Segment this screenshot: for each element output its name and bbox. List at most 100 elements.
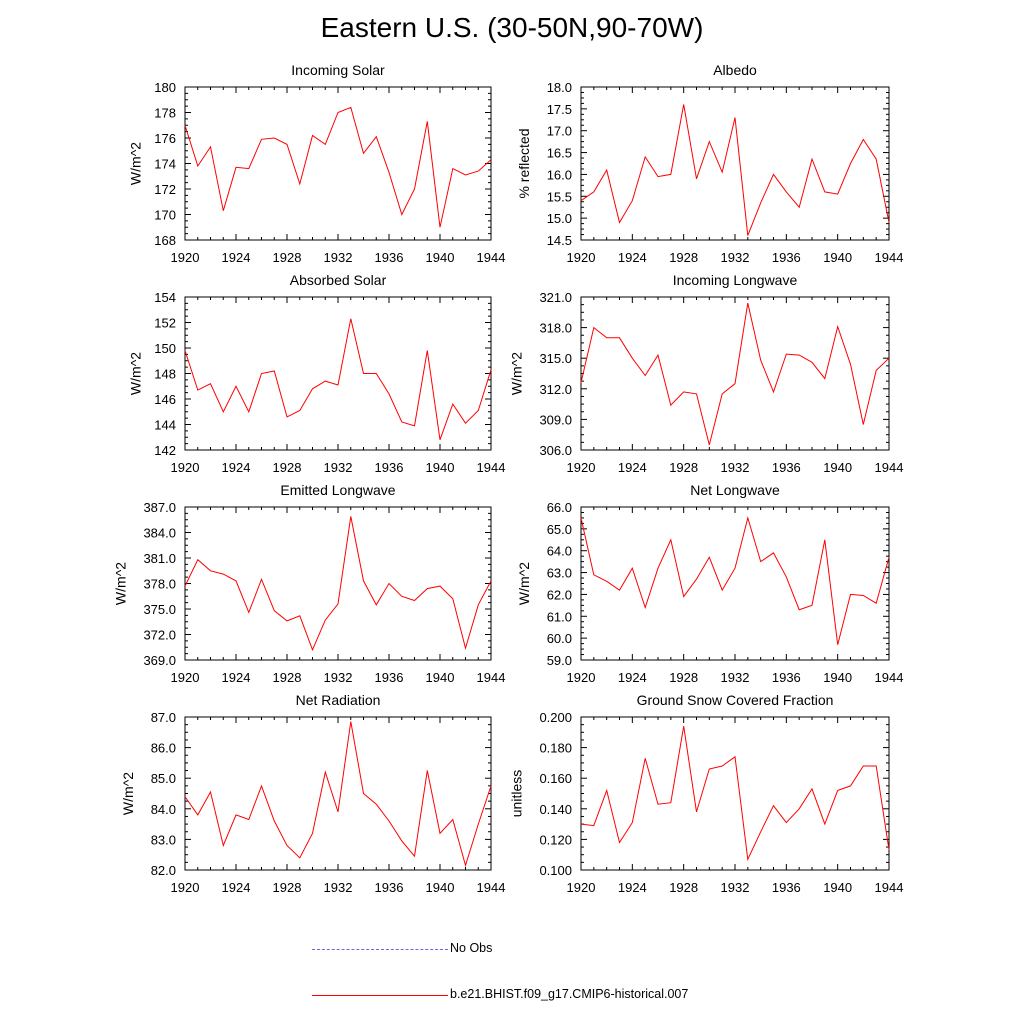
y-tick-label: 0.100	[539, 863, 572, 878]
x-tick-label: 1936	[375, 670, 404, 685]
x-tick-label: 1928	[273, 670, 302, 685]
y-tick-label: 87.0	[151, 710, 176, 725]
chart-panel-1: 1920 1924 1928 1932 1936 1940 1944 168 170 172 174…	[128, 62, 506, 265]
x-tick-label: 1944	[477, 670, 506, 685]
x-tick-label: 1924	[222, 250, 251, 265]
x-tick-label: 1944	[875, 670, 904, 685]
legend-obs-swatch	[312, 949, 448, 950]
panel-title: Albedo	[713, 62, 757, 78]
x-tick-label: 1932	[324, 250, 353, 265]
y-axis-label: W/m^2	[128, 142, 144, 185]
x-tick-label: 1944	[875, 880, 904, 895]
plot-frame	[580, 296, 890, 451]
y-axis-label: unitless	[509, 770, 525, 817]
chart-panel-4: 1920 1924 1928 1932 1936 1940 1944 306.0 309.0 31…	[509, 272, 904, 475]
panel-title: Ground Snow Covered Fraction	[637, 692, 834, 708]
chart-panel-3: 1920 1924 1928 1932 1936 1940 1944 142 144 146 148…	[128, 272, 506, 475]
legend-model-label: b.e21.BHIST.f09_g17.CMIP6-historical.007	[450, 987, 689, 1001]
y-tick-label: 85.0	[151, 771, 176, 786]
x-tick-label: 1920	[567, 250, 596, 265]
panel-title: Absorbed Solar	[290, 272, 387, 288]
y-tick-label: 61.0	[547, 609, 572, 624]
x-tick-label: 1936	[375, 880, 404, 895]
x-tick-label: 1920	[567, 460, 596, 475]
x-tick-label: 1920	[171, 250, 200, 265]
series-line	[580, 726, 890, 862]
x-tick-label: 1936	[772, 460, 801, 475]
x-tick-label: 1936	[772, 880, 801, 895]
y-tick-label: 0.180	[539, 741, 572, 756]
x-tick-label: 1932	[324, 880, 353, 895]
x-tick-label: 1932	[324, 460, 353, 475]
x-tick-label: 1940	[426, 460, 455, 475]
y-tick-label: 0.200	[539, 710, 572, 725]
y-tick-label: 142	[154, 443, 176, 458]
y-axis-label: % reflected	[516, 128, 532, 198]
x-tick-label: 1920	[567, 880, 596, 895]
chart-panel-5: 1920 1924 1928 1932 1936 1940 1944 369.0 372.0 37…	[113, 482, 506, 685]
plot-frame	[580, 716, 890, 871]
chart-panel-8: 1920 1924 1928 1932 1936 1940 1944 0.100 0.120 0.…	[509, 692, 904, 895]
x-tick-label: 1928	[273, 460, 302, 475]
x-tick-label: 1932	[721, 670, 750, 685]
y-tick-label: 60.0	[547, 631, 572, 646]
series-line	[580, 302, 890, 446]
chart-panel-6: 1920 1924 1928 1932 1936 1940 1944 59.0 60.0 61.0…	[516, 482, 903, 685]
x-tick-label: 1944	[477, 460, 506, 475]
y-tick-label: 148	[154, 367, 176, 382]
chart-panel-7: 1920 1924 1928 1932 1936 1940 1944 82.0 83.0 84.0…	[120, 692, 505, 895]
y-tick-label: 144	[154, 418, 176, 433]
y-tick-label: 152	[154, 316, 176, 331]
y-axis-label: W/m^2	[113, 562, 129, 605]
x-tick-label: 1928	[669, 250, 698, 265]
y-tick-label: 14.5	[547, 233, 572, 248]
y-tick-label: 176	[154, 131, 176, 146]
y-tick-label: 63.0	[547, 566, 572, 581]
y-tick-label: 378.0	[143, 577, 176, 592]
y-tick-label: 146	[154, 392, 176, 407]
x-tick-label: 1928	[273, 250, 302, 265]
y-tick-label: 375.0	[143, 602, 176, 617]
x-tick-label: 1928	[669, 880, 698, 895]
y-tick-label: 83.0	[151, 832, 176, 847]
figure-title: Eastern U.S. (30-50N,90-70W)	[320, 12, 704, 43]
y-tick-label: 66.0	[547, 500, 572, 515]
x-tick-label: 1940	[426, 670, 455, 685]
panel-title: Incoming Solar	[291, 62, 385, 78]
x-tick-label: 1940	[823, 460, 852, 475]
y-tick-label: 369.0	[143, 653, 176, 668]
y-tick-label: 15.0	[547, 211, 572, 226]
y-tick-label: 168	[154, 233, 176, 248]
x-tick-label: 1940	[426, 250, 455, 265]
y-tick-label: 180	[154, 80, 176, 95]
x-tick-label: 1940	[426, 880, 455, 895]
x-tick-label: 1924	[618, 460, 647, 475]
plot-frame	[184, 506, 492, 661]
series-line	[580, 516, 890, 645]
x-tick-label: 1944	[875, 250, 904, 265]
x-tick-label: 1920	[567, 670, 596, 685]
x-tick-label: 1924	[618, 250, 647, 265]
x-tick-label: 1940	[823, 670, 852, 685]
y-tick-label: 62.0	[547, 587, 572, 602]
y-tick-label: 170	[154, 208, 176, 223]
y-tick-label: 0.140	[539, 802, 572, 817]
y-tick-label: 64.0	[547, 544, 572, 559]
x-tick-label: 1932	[324, 670, 353, 685]
x-tick-label: 1932	[721, 250, 750, 265]
series-line	[184, 721, 492, 868]
y-tick-label: 15.5	[547, 189, 572, 204]
x-tick-label: 1944	[875, 460, 904, 475]
y-tick-label: 309.0	[539, 412, 572, 427]
panel-title: Net Radiation	[296, 692, 381, 708]
x-tick-label: 1928	[669, 670, 698, 685]
y-tick-label: 0.120	[539, 832, 572, 847]
chart-panel-2: 1920 1924 1928 1932 1936 1940 1944 14.5 15.0 15.5…	[516, 62, 903, 265]
y-tick-label: 84.0	[151, 802, 176, 817]
y-tick-label: 321.0	[539, 290, 572, 305]
y-tick-label: 18.0	[547, 80, 572, 95]
plot-frame	[580, 86, 890, 241]
series-line	[184, 318, 492, 440]
y-tick-label: 82.0	[151, 863, 176, 878]
x-tick-label: 1920	[171, 880, 200, 895]
